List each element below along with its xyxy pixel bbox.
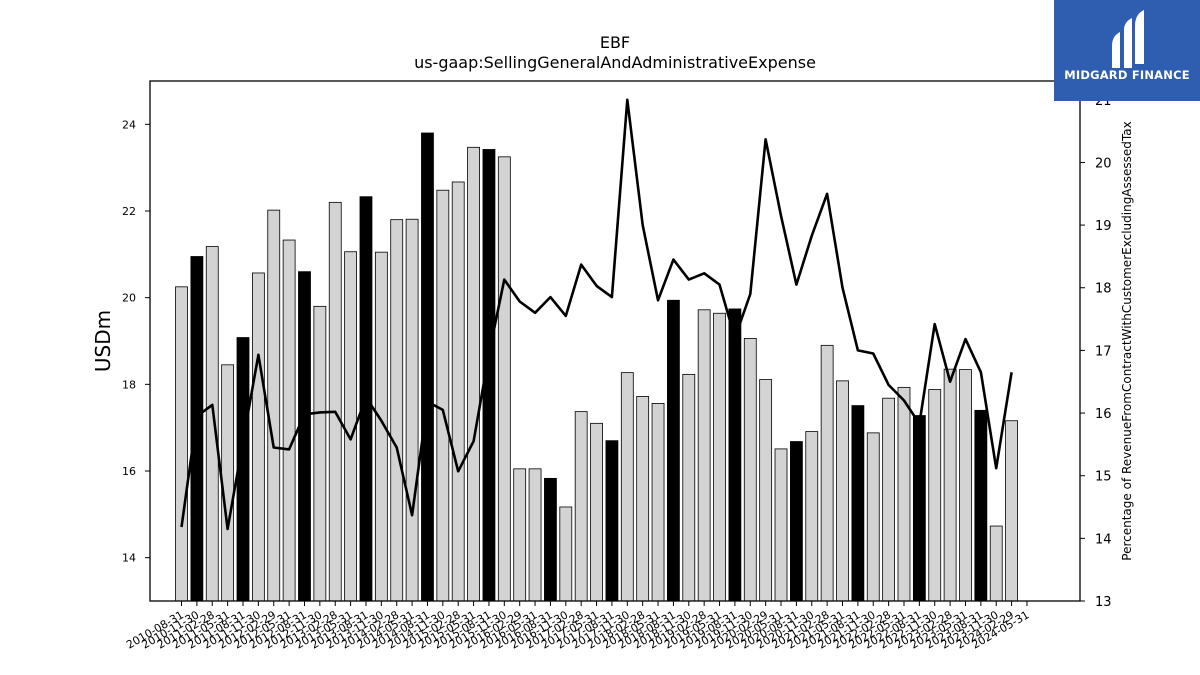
y-tick-label: 24 xyxy=(122,118,136,131)
bar xyxy=(959,369,972,602)
y2-tick-label: 18 xyxy=(1095,282,1112,297)
bar xyxy=(544,477,557,602)
bar xyxy=(728,308,742,602)
logo-text: MIDGARD FINANCE xyxy=(1064,68,1190,82)
y-tick-label: 18 xyxy=(122,378,136,391)
bar xyxy=(313,305,327,602)
bar xyxy=(912,415,926,602)
y2-tick-label: 17 xyxy=(1095,344,1112,359)
bar xyxy=(282,239,296,602)
logo-badge: MIDGARD FINANCE xyxy=(1054,0,1200,101)
bar xyxy=(682,373,696,602)
bar xyxy=(620,372,634,602)
bar xyxy=(175,286,188,602)
bar xyxy=(251,272,265,602)
bar xyxy=(205,246,219,602)
y-tick-label: 22 xyxy=(122,205,136,218)
bar xyxy=(713,312,726,602)
bar xyxy=(743,337,757,602)
y2-tick-label: 19 xyxy=(1095,219,1112,234)
bar xyxy=(851,405,865,602)
bar xyxy=(882,397,896,602)
y2-tick-label: 13 xyxy=(1095,595,1112,610)
bar xyxy=(574,411,588,602)
bar xyxy=(221,364,235,602)
bar xyxy=(651,402,665,602)
bar xyxy=(928,389,942,602)
bar xyxy=(636,396,650,602)
y-tick-label: 20 xyxy=(122,292,136,305)
bar xyxy=(559,506,573,602)
y2-axis-label: Percentage of RevenueFromContractWithCus… xyxy=(1120,121,1134,560)
bar xyxy=(405,218,419,602)
logo-icon xyxy=(1112,10,1144,68)
bar xyxy=(390,219,404,602)
bar xyxy=(805,431,819,602)
bar xyxy=(789,441,803,602)
chart-subtitle: us-gaap:SellingGeneralAndAdministrativeE… xyxy=(414,53,816,72)
bar xyxy=(1005,420,1018,602)
bar xyxy=(451,181,465,602)
chart-title: EBF xyxy=(600,33,630,52)
bar xyxy=(467,146,480,602)
bar xyxy=(667,299,680,602)
bar xyxy=(836,380,849,602)
bar xyxy=(697,309,711,602)
bar xyxy=(190,256,204,602)
y-tick-label: 14 xyxy=(122,552,136,565)
y2-tick-label: 14 xyxy=(1095,532,1112,547)
bar xyxy=(774,448,788,602)
bar xyxy=(436,189,450,602)
y2-tick-label: 20 xyxy=(1095,156,1112,171)
bar xyxy=(528,468,542,602)
y-tick-label: 16 xyxy=(122,465,136,478)
y-axis-label: USDm xyxy=(91,310,115,372)
bar xyxy=(897,386,911,602)
bar xyxy=(421,132,434,602)
bar xyxy=(989,525,1003,602)
bar xyxy=(943,368,957,602)
bar xyxy=(866,432,880,602)
bar xyxy=(497,156,511,602)
bar xyxy=(298,271,311,602)
bar xyxy=(267,209,281,602)
bar xyxy=(328,201,342,602)
bar xyxy=(759,379,773,602)
bar xyxy=(590,422,603,602)
bar xyxy=(605,440,619,602)
bar xyxy=(974,409,988,602)
y2-tick-label: 16 xyxy=(1095,407,1112,422)
bar xyxy=(820,344,834,602)
plot-frame xyxy=(149,80,1081,602)
bar xyxy=(513,468,527,602)
line-series xyxy=(180,98,1013,531)
y2-tick-label: 15 xyxy=(1095,470,1112,485)
